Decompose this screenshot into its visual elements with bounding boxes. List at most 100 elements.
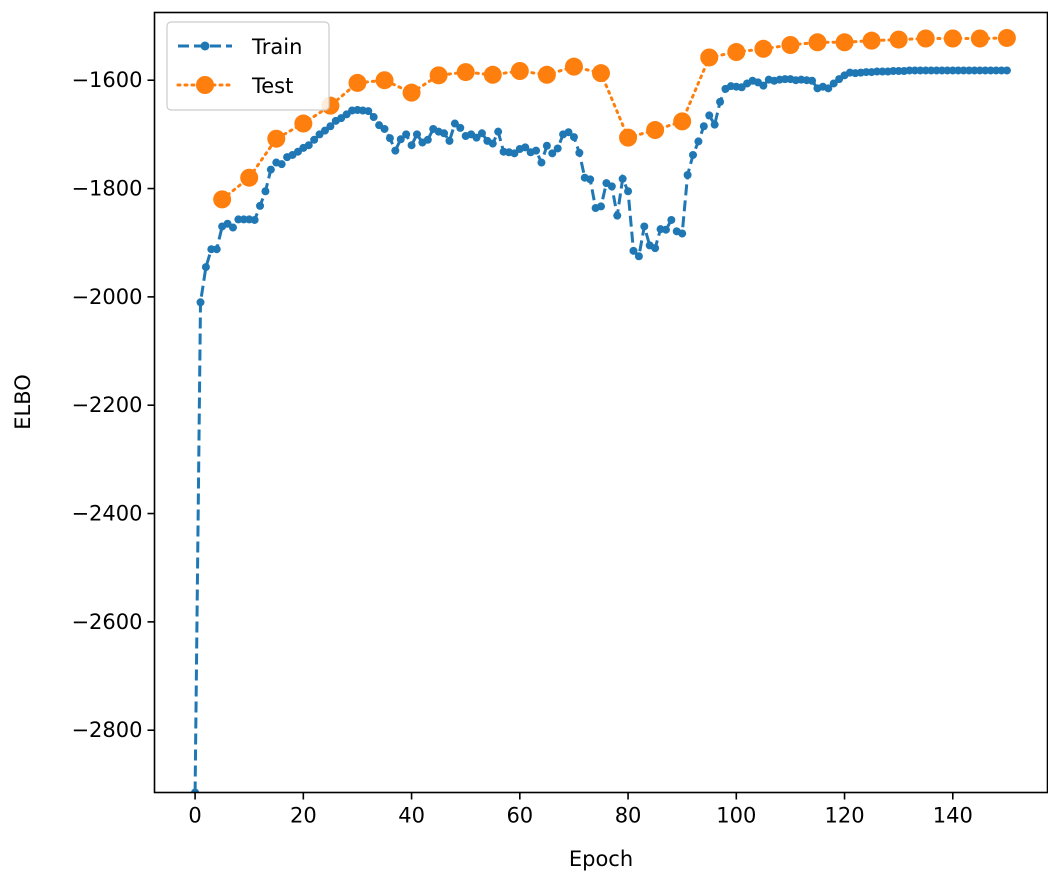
x-axis: 0 20 40 60 80 100 120 140 bbox=[188, 792, 973, 828]
x-tick-label: 0 bbox=[188, 804, 201, 828]
train-data-point bbox=[201, 263, 210, 272]
train-data-point bbox=[661, 225, 670, 234]
test-data-point bbox=[997, 28, 1016, 47]
train-data-point bbox=[634, 252, 643, 261]
train-data-point bbox=[261, 187, 270, 196]
train-data-point bbox=[510, 149, 519, 158]
train-data-point bbox=[548, 149, 557, 158]
train-data-point bbox=[532, 146, 541, 155]
legend-test-marker bbox=[196, 76, 214, 94]
train-data-point bbox=[191, 788, 200, 793]
train-data-point bbox=[396, 135, 405, 144]
train-data-point bbox=[385, 134, 394, 143]
train-data-point bbox=[569, 133, 578, 142]
train-data-point bbox=[759, 81, 768, 90]
train-data-point bbox=[689, 150, 698, 159]
train-data-point bbox=[716, 97, 725, 106]
train-data-point bbox=[699, 122, 708, 131]
train-data-point bbox=[575, 148, 584, 157]
test-data-point bbox=[862, 31, 881, 50]
y-tick-label: −2200 bbox=[71, 393, 142, 417]
test-data-point bbox=[375, 71, 394, 90]
test-data-point bbox=[943, 29, 962, 48]
train-data-point bbox=[553, 144, 562, 153]
train-data-point bbox=[364, 107, 373, 116]
train-data-point bbox=[710, 120, 719, 129]
x-tick-label: 100 bbox=[716, 804, 756, 828]
train-data-point bbox=[277, 160, 286, 169]
test-data-point bbox=[781, 36, 800, 54]
train-data-point bbox=[310, 135, 319, 144]
train-data-point bbox=[521, 143, 530, 152]
test-data-point bbox=[619, 128, 638, 147]
test-data-point bbox=[483, 65, 502, 84]
test-data-point bbox=[700, 48, 719, 67]
train-data-point bbox=[494, 127, 503, 136]
test-data-point bbox=[510, 62, 529, 80]
test-data-point bbox=[673, 112, 692, 131]
train-data-point bbox=[488, 139, 497, 148]
train-data-point bbox=[640, 222, 649, 231]
train-data-point bbox=[542, 141, 551, 150]
test-data-point bbox=[456, 63, 475, 82]
train-data-point bbox=[624, 187, 633, 196]
train-data-point bbox=[824, 84, 833, 93]
train-data-point bbox=[678, 229, 687, 238]
train-data-point bbox=[564, 128, 573, 137]
train-data-point bbox=[369, 113, 378, 122]
train-data-point bbox=[694, 137, 703, 146]
train-data-point bbox=[629, 246, 638, 255]
train-data-point bbox=[450, 119, 459, 128]
legend-train-label: Train bbox=[251, 35, 302, 59]
legend: Train Test bbox=[166, 21, 330, 111]
train-data-point bbox=[402, 130, 411, 139]
train-data-point bbox=[705, 111, 714, 120]
x-tick-label: 60 bbox=[506, 804, 533, 828]
train-data-point bbox=[607, 182, 616, 191]
x-tick-label: 20 bbox=[290, 804, 317, 828]
test-data-point bbox=[294, 114, 313, 133]
legend-test-label: Test bbox=[251, 74, 293, 98]
train-data-point bbox=[212, 245, 221, 254]
legend-train-marker bbox=[200, 41, 210, 51]
train-data-point bbox=[440, 129, 449, 138]
test-data-point bbox=[564, 57, 583, 76]
train-data-point bbox=[326, 122, 335, 131]
test-data-point bbox=[429, 66, 448, 85]
train-data-point bbox=[1002, 66, 1011, 75]
y-tick-label: −1600 bbox=[71, 68, 142, 92]
y-tick-label: −2800 bbox=[71, 718, 142, 742]
x-tick-label: 40 bbox=[398, 804, 425, 828]
train-data-point bbox=[445, 136, 454, 145]
plot-area bbox=[191, 28, 1016, 793]
test-data-point bbox=[889, 30, 908, 49]
y-axis-label: ELBO bbox=[11, 374, 35, 430]
train-data-point bbox=[407, 141, 416, 150]
y-tick-label: −1800 bbox=[71, 177, 142, 201]
y-tick-label: −2600 bbox=[71, 610, 142, 634]
train-data-point bbox=[597, 202, 605, 211]
train-data-point bbox=[250, 215, 259, 224]
train-data-point bbox=[829, 79, 838, 88]
train-data-point bbox=[423, 135, 432, 144]
train-data-point bbox=[304, 141, 313, 150]
x-tick-label: 120 bbox=[824, 804, 864, 828]
test-data-point bbox=[754, 39, 773, 58]
legend-box bbox=[166, 21, 330, 111]
y-axis: −2800 −2600 −2400 −2200 −2000 −1800 −1600 bbox=[71, 68, 155, 742]
train-data-point bbox=[412, 130, 421, 139]
test-data-point bbox=[240, 168, 259, 187]
train-data-point bbox=[586, 175, 595, 184]
x-tick-label: 80 bbox=[615, 804, 642, 828]
test-data-point bbox=[808, 33, 827, 52]
train-data-point bbox=[477, 129, 486, 138]
test-data-point bbox=[348, 73, 367, 92]
test-data-point bbox=[646, 121, 665, 140]
y-tick-label: −2000 bbox=[71, 285, 142, 309]
test-data-point bbox=[402, 83, 421, 102]
train-data-point bbox=[613, 211, 622, 220]
test-data-point bbox=[970, 29, 989, 48]
train-data-point bbox=[456, 123, 465, 132]
test-data-point bbox=[592, 64, 610, 83]
